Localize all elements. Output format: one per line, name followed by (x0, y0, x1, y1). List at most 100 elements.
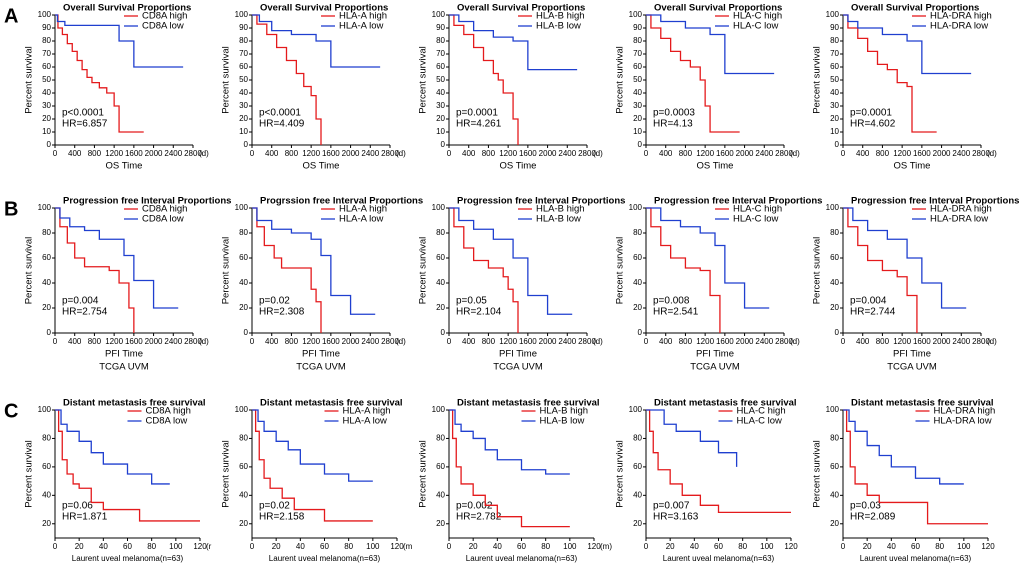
x-tick-label: 80 (147, 542, 156, 551)
y-tick-label: 80 (42, 36, 51, 45)
x-tick-label: 100 (957, 542, 971, 551)
y-tick-label: 90 (42, 23, 51, 32)
legend-label: HLA-A low (343, 416, 387, 427)
x-tick-label: 80 (738, 542, 747, 551)
y-tick-label: 20 (830, 114, 839, 123)
survival-curve (646, 207, 770, 309)
x-tick-label: 0 (644, 337, 649, 346)
y-tick-label: 90 (239, 23, 248, 32)
y-tick-label: 60 (633, 253, 642, 262)
y-tick-label: 20 (436, 114, 445, 123)
y-tick-label: 0 (47, 140, 52, 149)
y-tick-label: 40 (830, 490, 839, 499)
y-tick-label: 50 (42, 75, 51, 84)
y-axis-label: Percent survival (812, 46, 823, 114)
x-tick-label: 40 (493, 542, 502, 551)
y-tick-label: 30 (42, 101, 51, 110)
y-tick-label: 10 (830, 127, 839, 136)
survival-curve (55, 14, 144, 133)
survival-curve (449, 14, 578, 71)
annotation: p=0.004 (62, 296, 99, 307)
annotation: HR=2.308 (259, 307, 305, 318)
x-tick-label: 800 (482, 337, 496, 346)
x-tick-label: 2400 (164, 149, 182, 158)
chart-title: Overall Survival Proportions (851, 3, 979, 14)
legend-label: HLA-DRA high (930, 204, 992, 215)
y-tick-label: 80 (830, 36, 839, 45)
x-axis-label: Laurent uveal melanoma(n=63) (663, 554, 775, 563)
chart-title: Overall Survival Proportions (63, 3, 191, 14)
survival-curve (55, 207, 179, 309)
x-unit: (m (403, 542, 413, 551)
x-tick-label: 1200 (105, 337, 123, 346)
legend-label: CD8A high (142, 11, 187, 22)
annotation: HR=2.089 (850, 512, 896, 523)
y-tick-label: 100 (629, 405, 643, 414)
x-tick-label: 2800 (972, 149, 990, 158)
x-tick-label: 400 (265, 337, 279, 346)
annotation: HR=2.158 (259, 512, 305, 523)
x-axis-label: PFI Time (302, 349, 340, 360)
x-axis-label: PFI Time (696, 349, 734, 360)
x-tick-label: 80 (541, 542, 550, 551)
y-tick-label: 60 (42, 253, 51, 262)
x-tick-label: 60 (320, 542, 329, 551)
y-tick-label: 60 (830, 253, 839, 262)
y-tick-label: 20 (436, 303, 445, 312)
y-axis-label: Percent survival (615, 440, 626, 508)
legend-label: HLA-C low (733, 214, 779, 225)
x-tick-label: 2800 (972, 337, 990, 346)
x-tick-label: 20 (469, 542, 478, 551)
annotation: HR=3.163 (653, 512, 699, 523)
y-tick-label: 90 (830, 23, 839, 32)
x-tick-label: 2400 (558, 337, 576, 346)
chart-title: Distant metastasis free survival (654, 398, 797, 409)
y-axis-label: Percent survival (24, 440, 35, 508)
x-axis-label: PFI Time (893, 349, 931, 360)
x-tick-label: 120 (390, 542, 404, 551)
legend-label: CD8A low (142, 214, 184, 225)
x-tick-label: 0 (644, 542, 649, 551)
legend-label: HLA-B low (540, 416, 585, 427)
x-tick-label: 2000 (933, 149, 951, 158)
x-tick-label: 2800 (578, 337, 596, 346)
y-tick-label: 80 (42, 434, 51, 443)
legend-label: HLA-A high (339, 204, 387, 215)
annotation: p=0.02 (259, 501, 290, 512)
x-tick-label: 800 (482, 149, 496, 158)
x-tick-label: 2400 (164, 337, 182, 346)
y-tick-label: 80 (239, 228, 248, 237)
survival-curve (449, 14, 519, 145)
y-tick-label: 20 (239, 519, 248, 528)
subtitle: TCGA UVM (690, 362, 740, 373)
x-tick-label: 400 (856, 337, 870, 346)
x-tick-label: 1600 (716, 337, 734, 346)
annotation: HR=6.857 (62, 119, 108, 130)
survival-curve (449, 207, 519, 333)
survival-curve (646, 14, 740, 133)
y-tick-label: 80 (830, 228, 839, 237)
y-tick-label: 100 (235, 10, 249, 19)
x-tick-label: 80 (935, 542, 944, 551)
y-tick-label: 0 (47, 328, 52, 337)
survival-curve (843, 409, 988, 525)
y-tick-label: 40 (436, 278, 445, 287)
x-tick-label: 1200 (696, 149, 714, 158)
annotation: HR=2.782 (456, 512, 502, 523)
x-tick-label: 80 (344, 542, 353, 551)
annotation: p=0.007 (653, 501, 690, 512)
x-tick-label: 1600 (913, 149, 931, 158)
x-tick-label: 2800 (775, 149, 793, 158)
x-tick-label: 1200 (696, 337, 714, 346)
y-tick-label: 50 (633, 75, 642, 84)
y-axis-label: Percent survival (418, 46, 429, 114)
x-tick-label: 0 (250, 542, 255, 551)
x-tick-label: 2800 (381, 149, 399, 158)
annotation: p=0.0001 (850, 108, 892, 119)
survival-curve (646, 409, 791, 514)
y-tick-label: 0 (638, 140, 643, 149)
y-tick-label: 100 (826, 203, 840, 212)
y-tick-label: 40 (830, 278, 839, 287)
survival-curve (449, 207, 573, 315)
x-tick-label: 2000 (342, 149, 360, 158)
